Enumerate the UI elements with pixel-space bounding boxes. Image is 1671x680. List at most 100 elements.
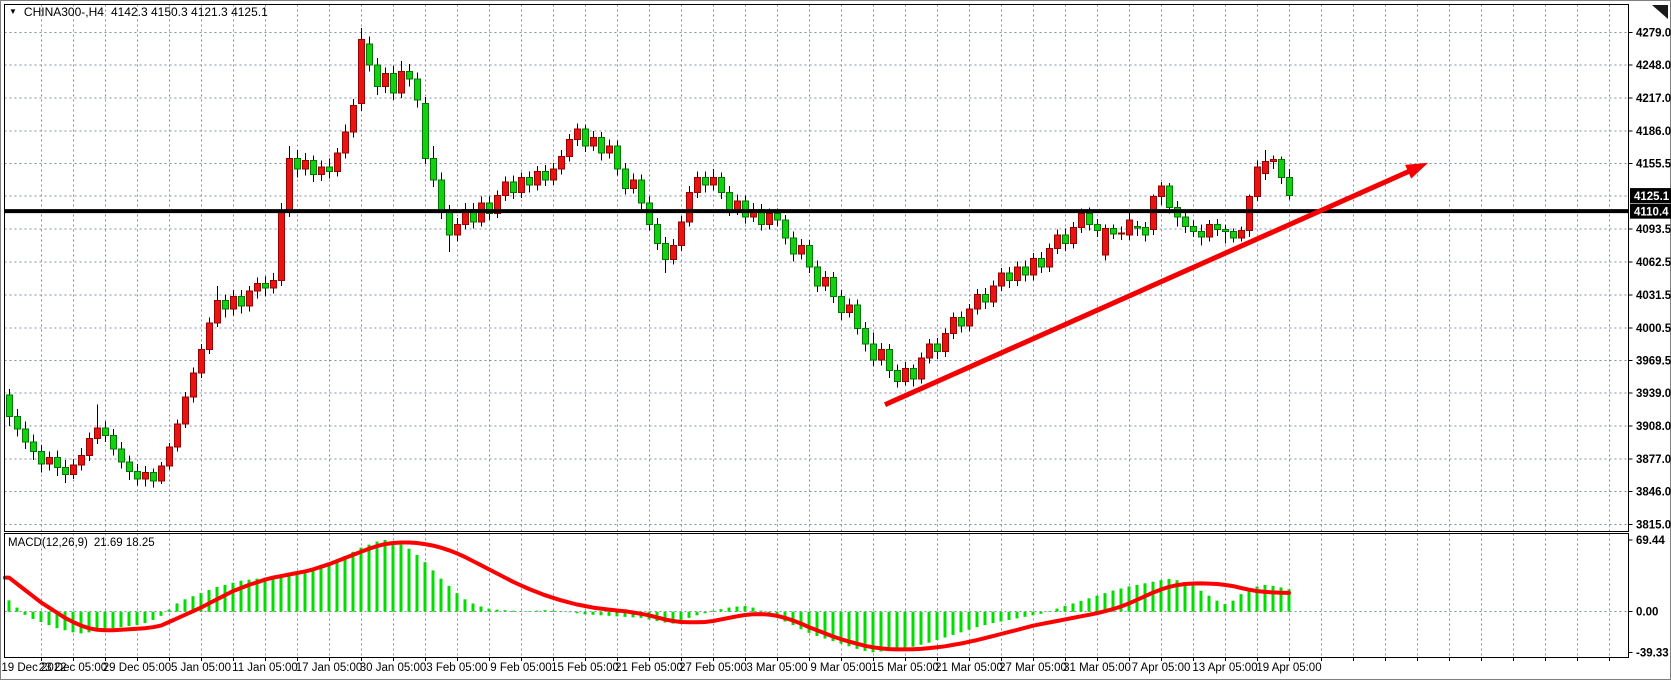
candle: [606, 139, 613, 159]
price-axis-label: 4000.5: [1636, 323, 1671, 335]
candle-body: [894, 370, 901, 382]
candle: [86, 432, 93, 461]
candle: [1022, 260, 1029, 282]
candle-body: [350, 105, 357, 133]
candle-body: [1118, 232, 1125, 235]
time-axis-label[interactable]: 7 Apr 05:00: [1132, 662, 1191, 674]
macd-indicator-label: MACD(12,26,9) 21.69 18.25: [8, 536, 155, 550]
candle-body: [70, 464, 77, 476]
time-axis-label[interactable]: 23 Dec 05:00: [39, 662, 107, 674]
candle-body: [422, 102, 429, 160]
candle: [334, 147, 341, 177]
candle-body: [430, 158, 437, 181]
time-axis-label[interactable]: 19 Dec 2022: [1, 662, 66, 674]
candle-body: [1222, 229, 1229, 233]
candle: [390, 66, 397, 101]
candle: [1262, 150, 1269, 180]
candle: [798, 239, 805, 260]
candle: [54, 450, 61, 476]
candle-body: [390, 73, 397, 94]
candle-body: [398, 71, 405, 94]
candle-body: [222, 300, 229, 310]
candle-body: [1190, 225, 1197, 233]
candle: [550, 162, 557, 186]
candle-body: [550, 168, 557, 181]
time-axis-label[interactable]: 17 Jan 05:00: [296, 662, 363, 674]
candle: [494, 190, 501, 218]
candle: [646, 196, 653, 231]
candle-body: [902, 368, 909, 382]
candle-body: [406, 71, 413, 80]
macd-axis-label: 0.00: [1636, 607, 1658, 619]
candle: [1182, 211, 1189, 233]
candle: [46, 451, 53, 471]
price-axis-label: 4093.5: [1636, 224, 1671, 236]
candle-body: [30, 441, 37, 452]
price-axis-label: 3969.5: [1636, 356, 1671, 368]
candle: [926, 338, 933, 364]
candle-body: [1030, 257, 1037, 276]
candle-body: [614, 145, 621, 170]
symbol-dropdown-icon[interactable]: ▼: [9, 7, 17, 16]
time-axis-label[interactable]: 29 Dec 05:00: [103, 662, 171, 674]
time-axis-label[interactable]: 30 Jan 05:00: [360, 662, 427, 674]
candle-body: [950, 317, 957, 335]
candle-body: [166, 446, 173, 467]
time-axis-label[interactable]: 11 Jan 05:00: [232, 662, 298, 674]
candle: [1246, 194, 1253, 238]
time-axis-label[interactable]: 15 Feb 05:00: [551, 662, 619, 674]
candle: [1054, 229, 1061, 255]
time-axis-label[interactable]: 27 Feb 05:00: [679, 662, 747, 674]
time-axis-label[interactable]: 9 Mar 05:00: [810, 662, 871, 674]
candle: [862, 321, 869, 352]
price-axis-label: 4155.5: [1636, 158, 1671, 170]
candle-body: [1238, 230, 1245, 239]
candle: [1214, 219, 1221, 236]
hline-price-label-box: [1630, 203, 1671, 219]
candle: [206, 317, 213, 354]
candle: [78, 448, 85, 471]
time-axis-label[interactable]: 27 Mar 05:00: [999, 662, 1067, 674]
candle-body: [966, 308, 973, 327]
time-axis-label[interactable]: 21 Feb 05:00: [615, 662, 683, 674]
candle-body: [638, 179, 645, 204]
time-axis-label[interactable]: 21 Mar 05:00: [935, 662, 1003, 674]
candle-body: [566, 138, 573, 157]
time-axis-label[interactable]: 3 Feb 05:00: [426, 662, 487, 674]
time-axis-label[interactable]: 9 Feb 05:00: [490, 662, 551, 674]
candle: [566, 134, 573, 162]
candle: [358, 28, 365, 111]
candle: [94, 404, 101, 444]
candle-body: [374, 64, 381, 87]
candle-body: [1270, 159, 1277, 163]
candle: [806, 240, 813, 274]
candle: [278, 203, 285, 286]
price-axis-label: 4031.5: [1636, 290, 1671, 302]
time-axis-label[interactable]: 3 Mar 05:00: [746, 662, 807, 674]
candle: [702, 171, 709, 193]
candle-body: [526, 177, 533, 186]
candle-body: [150, 472, 157, 482]
candle: [158, 461, 165, 485]
current-price-label: 4125.1: [1634, 191, 1670, 203]
candle: [142, 466, 149, 487]
candle: [630, 173, 637, 194]
candle: [398, 60, 405, 99]
candle: [406, 64, 413, 87]
candle-body: [694, 177, 701, 193]
time-axis-label[interactable]: 19 Apr 05:00: [1256, 662, 1321, 674]
time-axis-label[interactable]: 31 Mar 05:00: [1063, 662, 1131, 674]
candle-body: [1046, 248, 1053, 268]
candle: [1110, 224, 1117, 240]
time-axis-label[interactable]: 13 Apr 05:00: [1192, 662, 1257, 674]
time-axis-label[interactable]: 5 Jan 05:00: [171, 662, 231, 674]
candle-body: [670, 245, 677, 260]
candle-body: [446, 211, 453, 236]
candle: [1070, 222, 1077, 249]
candle-body: [286, 158, 293, 213]
candle-body: [766, 213, 773, 225]
price-axis-label: 3846.0: [1636, 487, 1671, 499]
candle-body: [190, 372, 197, 398]
time-axis-label[interactable]: 15 Mar 05:00: [871, 662, 939, 674]
